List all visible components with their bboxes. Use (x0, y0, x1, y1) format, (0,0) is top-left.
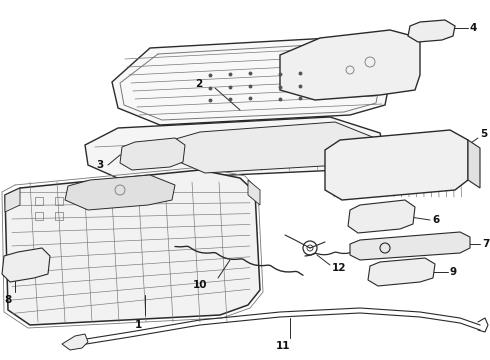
Text: 11: 11 (276, 341, 290, 351)
Bar (35, 212, 43, 220)
Bar (55, 197, 63, 205)
Polygon shape (112, 38, 390, 125)
Polygon shape (408, 20, 455, 42)
Text: 2: 2 (195, 79, 202, 89)
Text: 10: 10 (193, 280, 207, 290)
Polygon shape (280, 30, 420, 100)
Polygon shape (2, 248, 50, 282)
Bar (35, 197, 43, 205)
Polygon shape (170, 122, 375, 173)
Polygon shape (248, 180, 260, 205)
Polygon shape (5, 188, 20, 212)
Polygon shape (368, 258, 435, 286)
Polygon shape (5, 170, 260, 325)
Polygon shape (62, 334, 88, 350)
Text: 1: 1 (134, 320, 142, 330)
Text: 8: 8 (4, 295, 12, 305)
Text: 4: 4 (470, 23, 477, 33)
Text: 12: 12 (332, 263, 346, 273)
Polygon shape (350, 232, 470, 260)
Polygon shape (85, 117, 385, 180)
Text: 3: 3 (96, 160, 103, 170)
Polygon shape (65, 175, 175, 210)
Text: 9: 9 (450, 267, 457, 277)
Polygon shape (120, 138, 185, 170)
Polygon shape (348, 200, 415, 233)
Text: 6: 6 (432, 215, 439, 225)
Bar (55, 212, 63, 220)
Polygon shape (468, 140, 480, 188)
Text: 5: 5 (480, 129, 487, 139)
Text: 7: 7 (482, 239, 490, 249)
Polygon shape (325, 130, 468, 200)
